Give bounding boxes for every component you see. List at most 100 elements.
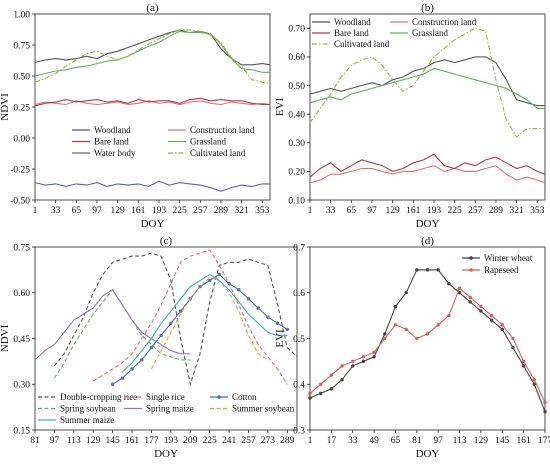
data-point bbox=[340, 377, 344, 382]
x-tick-label: 193 bbox=[164, 436, 179, 446]
y-tick-label: 0.4 bbox=[293, 381, 305, 391]
x-tick-label: 97 bbox=[50, 436, 60, 446]
x-tick-label: 97 bbox=[92, 206, 102, 216]
data-point bbox=[447, 281, 451, 286]
data-point bbox=[543, 400, 547, 405]
data-point bbox=[468, 295, 472, 300]
series-line-spring-maize bbox=[34, 288, 191, 361]
series-line-single-rice bbox=[92, 249, 288, 385]
data-point bbox=[404, 291, 408, 295]
series-line-grassland bbox=[309, 67, 545, 109]
y-tick-label: 0.70 bbox=[288, 25, 305, 35]
x-tick-label: 241 bbox=[222, 436, 237, 446]
legend-label: Cultivated land bbox=[190, 148, 246, 158]
y-tick-label: 0.20 bbox=[288, 168, 305, 178]
data-point bbox=[361, 355, 366, 359]
y-tick-label: 0.5 bbox=[293, 335, 305, 345]
x-tick-label: 161 bbox=[125, 436, 140, 446]
x-axis-title: DOY bbox=[416, 448, 440, 460]
data-point bbox=[543, 410, 547, 414]
series-line-woodland bbox=[309, 56, 545, 107]
data-point bbox=[372, 355, 376, 359]
data-point bbox=[521, 359, 526, 364]
x-tick-label: 113 bbox=[67, 436, 81, 446]
data-point bbox=[178, 309, 183, 313]
data-point bbox=[457, 291, 462, 295]
data-point bbox=[149, 345, 154, 350]
x-tick-label: 49 bbox=[369, 436, 379, 446]
data-point bbox=[393, 304, 398, 309]
plot-frame bbox=[309, 13, 546, 201]
legend: Double-cropping rice Single rice Cotton Spr… bbox=[38, 392, 295, 425]
series-line-bare-land bbox=[309, 153, 546, 178]
series-line-construction-land bbox=[309, 165, 546, 184]
y-tick-label: 0.45 bbox=[13, 335, 30, 345]
y-axis-title: NDVI bbox=[0, 324, 11, 352]
x-tick-label: 1 bbox=[308, 206, 313, 216]
data-point bbox=[361, 359, 366, 364]
y-tick-label: 0.7 bbox=[293, 243, 305, 253]
legend-label: Summer maize bbox=[60, 415, 114, 425]
series-line-cultivated-land bbox=[34, 29, 271, 84]
x-tick-label: 289 bbox=[280, 436, 295, 446]
y-axis-title: EVI bbox=[274, 329, 286, 348]
legend-marker bbox=[469, 256, 473, 260]
data-point bbox=[308, 391, 312, 396]
series-line-winter-wheat bbox=[309, 269, 546, 412]
y-tick-label: -0.25 bbox=[10, 165, 30, 175]
data-point bbox=[120, 376, 125, 380]
y-tick-label: 0.75 bbox=[13, 41, 30, 51]
data-point bbox=[468, 300, 472, 304]
x-tick-label: 65 bbox=[347, 206, 357, 216]
legend-label: Cotton bbox=[232, 392, 257, 402]
chart-panel-2: (c) 81 97 113 129 145 161 177 193 209 225 241 257 273… bbox=[0, 235, 298, 460]
x-tick-label: 257 bbox=[468, 206, 483, 216]
data-point bbox=[207, 278, 212, 283]
data-point bbox=[110, 382, 115, 386]
data-point bbox=[479, 304, 483, 309]
y-tick-label: 0.00 bbox=[13, 134, 30, 144]
series-line-double-cropping-rice bbox=[53, 252, 298, 387]
y-tick-label: 0.50 bbox=[13, 72, 30, 82]
x-tick-label: 33 bbox=[51, 206, 61, 216]
data-point bbox=[415, 268, 419, 272]
data-point bbox=[140, 358, 144, 362]
x-tick-label: 81 bbox=[30, 436, 40, 446]
legend-label: Grassland bbox=[412, 28, 448, 38]
y-axis-title: EVI bbox=[274, 98, 286, 117]
data-point bbox=[329, 387, 334, 391]
x-tick-label: 321 bbox=[234, 206, 249, 216]
data-point bbox=[159, 333, 163, 338]
y-tick-label: 0.60 bbox=[13, 289, 30, 299]
data-point bbox=[415, 336, 419, 341]
data-point bbox=[340, 364, 344, 368]
data-point bbox=[266, 315, 270, 319]
x-tick-label: 145 bbox=[495, 436, 510, 446]
data-point bbox=[383, 336, 387, 341]
y-tick-label: 0.6 bbox=[293, 289, 305, 299]
data-point bbox=[285, 327, 289, 332]
legend-label: Summer soybean bbox=[232, 404, 295, 414]
x-tick-label: 17 bbox=[327, 436, 337, 446]
x-tick-label: 321 bbox=[509, 206, 524, 216]
x-tick-label: 65 bbox=[391, 436, 401, 446]
chart-panel-1: (b) 1 33 65 97 129 161 193 225 257 289 321 353 0.10 0.… bbox=[274, 2, 546, 230]
x-tick-label: 273 bbox=[261, 436, 276, 446]
plot-frame bbox=[34, 13, 271, 201]
legend-label: Spring maize bbox=[146, 404, 194, 414]
legend-label: Construction land bbox=[412, 17, 477, 27]
data-point bbox=[447, 313, 451, 318]
legend: Winter wheat Rapeseed bbox=[462, 253, 533, 275]
data-point bbox=[275, 321, 280, 325]
y-tick-label: 0.50 bbox=[288, 82, 305, 92]
legend-label: Winter wheat bbox=[484, 253, 533, 263]
data-point bbox=[237, 288, 241, 292]
data-point bbox=[227, 281, 231, 286]
x-axis-title: DOY bbox=[141, 218, 165, 230]
legend-label: Single rice bbox=[146, 392, 185, 402]
series-line-water-body bbox=[34, 180, 270, 192]
data-point bbox=[425, 332, 430, 336]
chart-panel-0: (a) 1 33 65 97 129 161 193 225 257 289 321 353 -0.50 -… bbox=[0, 2, 271, 230]
x-tick-label: 113 bbox=[453, 436, 467, 446]
